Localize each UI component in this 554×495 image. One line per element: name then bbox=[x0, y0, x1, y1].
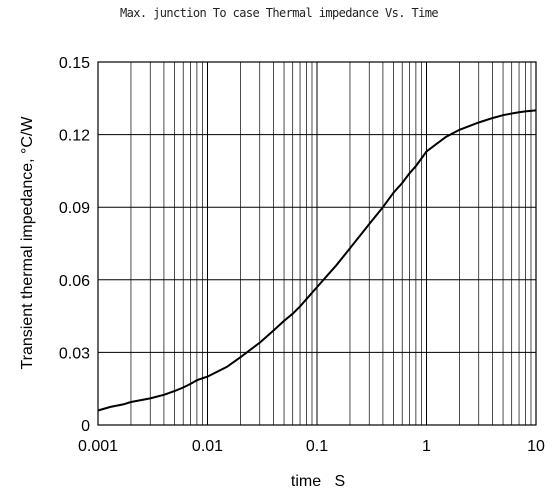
x-axis-label: time S bbox=[291, 473, 345, 490]
x-tick-label: 0.1 bbox=[306, 438, 328, 455]
y-axis-ticks: 0 0.03 0.06 0.09 0.12 0.15 bbox=[59, 55, 90, 435]
y-axis-label: Transient thermal impedance, °C/W bbox=[19, 116, 36, 370]
y-tick-label: 0 bbox=[81, 418, 90, 435]
series-line bbox=[97, 109, 537, 412]
y-tick-label: 0.03 bbox=[59, 345, 90, 362]
y-tick-label: 0.06 bbox=[59, 273, 90, 290]
x-tick-label: 0.001 bbox=[78, 438, 118, 455]
x-tick-label: 0.01 bbox=[192, 438, 223, 455]
y-tick-label: 0.15 bbox=[59, 55, 90, 72]
chart-title: Max. junction To case Thermal impedance … bbox=[120, 6, 438, 20]
x-axis-ticks: 0.001 0.01 0.1 1 10 bbox=[78, 438, 545, 455]
y-tick-label: 0.12 bbox=[59, 128, 90, 145]
plot-frame bbox=[97, 61, 537, 426]
x-tick-label: 10 bbox=[527, 438, 545, 455]
grid bbox=[97, 61, 537, 426]
y-tick-label: 0.09 bbox=[59, 200, 90, 217]
x-tick-label: 1 bbox=[422, 438, 431, 455]
